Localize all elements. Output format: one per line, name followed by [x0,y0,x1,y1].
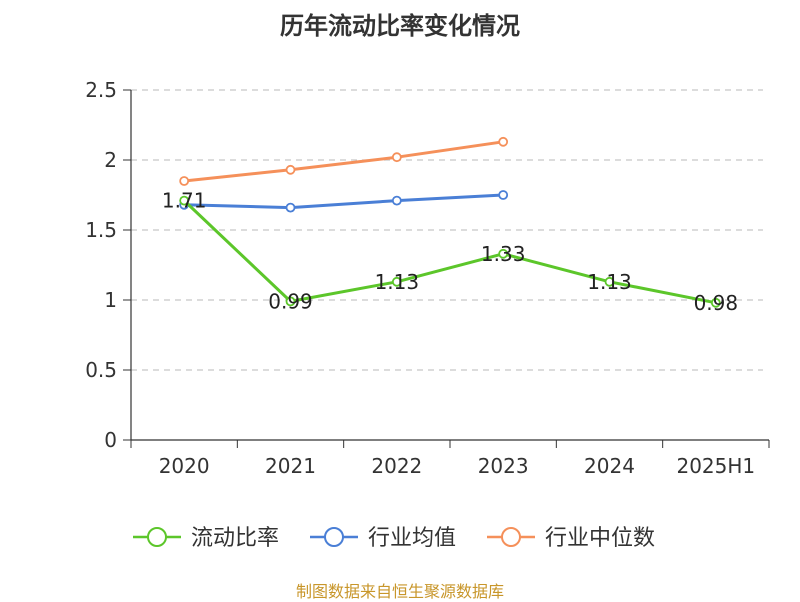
data-label: 1.13 [587,270,632,294]
data-label: 0.99 [268,289,313,313]
legend-item: 行业均值 [310,526,456,551]
series-1 [179,195,721,308]
data-point [285,164,296,175]
data-point [285,296,296,307]
data-point [391,195,402,206]
series-group [179,136,721,308]
x-tick-label: 2022 [371,454,422,478]
x-tick-label: 2024 [584,454,635,478]
data-point [498,248,509,259]
data-point [179,176,190,186]
x-tick-label: 2021 [265,454,316,478]
y-tick-label: 0 [104,428,117,452]
series-line [183,199,717,305]
data-label: 1.71 [162,189,207,213]
data-point [604,276,615,287]
data-label: 1.13 [375,270,420,294]
grid-lines [131,89,763,371]
legend: 流动比率 行业均值 行业中位数 [133,526,655,551]
y-tick-label: 2.5 [85,78,117,102]
legend-label: 流动比率 [191,526,279,551]
data-point [285,202,296,213]
data-point [498,190,509,200]
x-tick-label: 2023 [478,454,529,478]
y-tick-label: 1 [104,288,117,312]
series-line [184,140,504,183]
legend-item: 流动比率 [133,526,279,551]
axes: 0 0.5 1 1.5 2 2.5 2020 2021 2022 2023 2024 2025H1 [85,78,770,478]
legend-swatch-marker [501,527,521,547]
legend-label: 行业中位数 [545,526,655,551]
data-point [391,152,402,163]
legend-swatch-marker [147,527,167,547]
data-point [179,195,190,206]
legend-item: 行业中位数 [487,526,655,551]
y-tick-label: 1.5 [85,218,117,242]
series-line [184,193,504,210]
legend-label: 行业均值 [368,526,456,551]
series-2 [179,190,509,213]
data-labels: 1.71 0.99 1.13 1.33 1.13 0.98 [162,189,738,315]
y-tick-label: 0.5 [85,358,117,382]
x-tick-label: 2025H1 [676,454,755,478]
data-label: 1.33 [481,242,526,266]
y-tick-label: 2 [104,148,117,172]
source-note: 制图数据来自恒生聚源数据库 [295,582,504,601]
chart-title: 历年流动比率变化情况 [280,12,520,40]
data-point [710,297,721,308]
x-tick-label: 2020 [159,454,210,478]
data-point [498,136,509,147]
legend-swatch-marker [324,527,344,547]
data-label: 0.98 [694,291,739,315]
series-3 [179,136,509,186]
data-point [391,276,402,287]
